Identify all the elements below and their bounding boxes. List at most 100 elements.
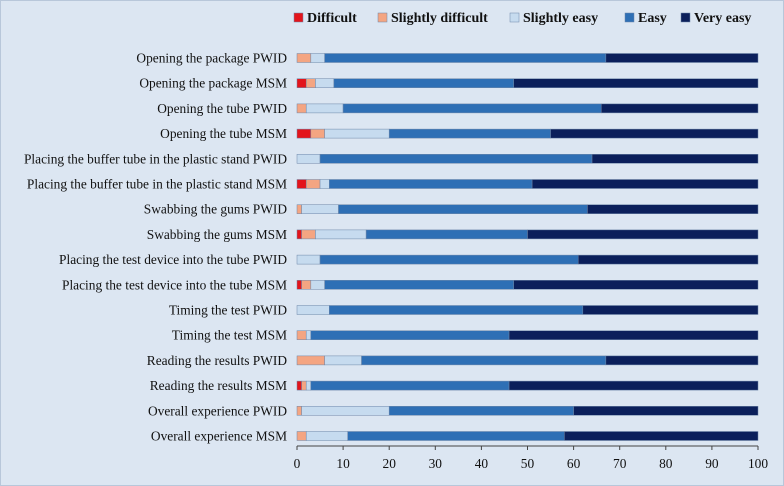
x-tick-label: 90 xyxy=(705,456,719,471)
bar-segment-easy xyxy=(310,330,510,340)
bar-segment-easy xyxy=(338,204,588,214)
bar-segment-slightly-easy xyxy=(305,380,312,391)
bar-segment-slightly-difficult xyxy=(296,53,312,63)
bar-segment-slightly-easy xyxy=(296,154,321,164)
bar-segment-difficult xyxy=(296,179,307,189)
bar-segment-difficult xyxy=(296,380,302,391)
bar-segment-slightly-easy xyxy=(310,53,325,63)
bar-segment-slightly-easy xyxy=(305,431,348,441)
category-label: Opening the tube PWID xyxy=(157,101,287,116)
category-label: Opening the package PWID xyxy=(136,51,287,66)
bar-segment-very-easy xyxy=(587,204,759,214)
legend-label-very-easy: Very easy xyxy=(694,11,751,26)
bar-segment-slightly-easy xyxy=(301,204,339,214)
legend: Difficult Slightly difficult Slightly easy… xyxy=(293,11,751,26)
x-tick-label: 20 xyxy=(383,456,397,471)
category-label: Swabbing the gums MSM xyxy=(147,227,287,242)
bar-segment-very-easy xyxy=(550,128,759,139)
bar-segment-slightly-easy xyxy=(319,179,330,189)
bar-segment-slightly-easy xyxy=(296,254,321,265)
legend-label-slightly-difficult: Slightly difficult xyxy=(391,11,488,26)
bar-segment-very-easy xyxy=(605,53,759,63)
bar-segment-easy xyxy=(324,280,514,290)
x-tick-label: 40 xyxy=(475,456,489,471)
x-tick-label: 10 xyxy=(336,456,350,471)
bar-segment-slightly-difficult xyxy=(301,229,316,240)
category-label: Reading the results PWID xyxy=(147,353,288,368)
bar-segment-slightly-easy xyxy=(324,355,362,366)
bar-segment-easy xyxy=(319,154,593,164)
category-label: Overall experience MSM xyxy=(151,429,287,444)
x-tick-label: 70 xyxy=(613,456,627,471)
legend-label-easy: Easy xyxy=(638,11,667,26)
x-axis: 0 10 20 30 40 50 60 70 80 90 100 xyxy=(294,445,768,471)
bar-segment-very-easy xyxy=(508,380,759,391)
category-label: Placing the buffer tube in the plastic s… xyxy=(27,177,287,192)
bar-segment-difficult xyxy=(296,280,302,290)
bar-segment-slightly-easy xyxy=(315,78,335,88)
bar-segment-slightly-difficult xyxy=(310,128,325,139)
category-label: Placing the test device into the tube PW… xyxy=(59,252,287,267)
bar-segment-very-easy xyxy=(573,406,759,416)
bar-segment-very-easy xyxy=(508,330,759,340)
legend-swatch-slightly-easy xyxy=(509,12,520,23)
bar-segment-slightly-easy xyxy=(301,406,390,416)
bar-segment-very-easy xyxy=(582,305,759,315)
bar-segment-easy xyxy=(365,229,528,240)
bar-segment-easy xyxy=(324,53,607,63)
bar-segment-slightly-easy xyxy=(296,305,330,315)
bar-segment-easy xyxy=(388,128,551,139)
bar-segment-slightly-difficult xyxy=(301,380,307,391)
bar-segment-very-easy xyxy=(531,179,759,189)
bar-segment-easy xyxy=(333,78,514,88)
bar-segment-slightly-difficult xyxy=(301,280,312,290)
bar-segment-very-easy xyxy=(513,280,759,290)
bar-segment-slightly-difficult xyxy=(296,406,302,416)
bar-segment-very-easy xyxy=(577,254,759,265)
legend-swatch-slightly-difficult xyxy=(377,12,388,23)
legend-swatch-very-easy xyxy=(680,12,691,23)
x-tick-label: 30 xyxy=(429,456,443,471)
bar-segment-slightly-easy xyxy=(305,330,312,340)
bar-segment-difficult xyxy=(296,78,307,88)
category-label: Placing the test device into the tube MS… xyxy=(62,277,287,292)
bar-segment-slightly-easy xyxy=(310,280,325,290)
bar-segment-easy xyxy=(347,431,565,441)
bar-segment-easy xyxy=(329,179,533,189)
bar-segment-slightly-difficult xyxy=(296,431,307,441)
category-label: Timing the test MSM xyxy=(172,328,287,343)
x-tick-label: 80 xyxy=(659,456,673,471)
bar-segment-slightly-easy xyxy=(305,103,344,114)
bar-segment-slightly-difficult xyxy=(296,103,307,114)
x-tick-label: 100 xyxy=(748,456,768,471)
category-label: Opening the tube MSM xyxy=(160,126,287,141)
bar-segment-slightly-difficult xyxy=(305,179,321,189)
bar-segment-very-easy xyxy=(605,355,759,366)
bar-segment-difficult xyxy=(296,229,302,240)
bar-segment-slightly-easy xyxy=(315,229,367,240)
x-tick-label: 50 xyxy=(521,456,535,471)
bar-segment-very-easy xyxy=(513,78,759,88)
bar-segment-very-easy xyxy=(564,431,759,441)
x-tick-label: 0 xyxy=(294,456,301,471)
category-label: Swabbing the gums PWID xyxy=(144,202,288,217)
category-label: Opening the package MSM xyxy=(139,76,287,91)
legend-label-slightly-easy: Slightly easy xyxy=(523,11,598,26)
bar-segment-slightly-difficult xyxy=(296,204,302,214)
bar-segment-very-easy xyxy=(527,229,759,240)
bar-segment-easy xyxy=(310,380,510,391)
bar-segment-slightly-difficult xyxy=(305,78,316,88)
category-label: Timing the test PWID xyxy=(169,303,287,318)
category-label: Reading the results MSM xyxy=(150,378,287,393)
bar-segment-slightly-difficult xyxy=(296,330,307,340)
bar-segment-easy xyxy=(342,103,602,114)
bar-segment-easy xyxy=(388,406,574,416)
bar-segment-very-easy xyxy=(601,103,759,114)
bar-segment-slightly-difficult xyxy=(296,355,325,366)
bar-segment-easy xyxy=(361,355,607,366)
bar-segment-slightly-easy xyxy=(324,128,390,139)
bar-segment-difficult xyxy=(296,128,312,139)
legend-label-difficult: Difficult xyxy=(307,11,357,26)
legend-swatch-difficult xyxy=(293,12,304,23)
